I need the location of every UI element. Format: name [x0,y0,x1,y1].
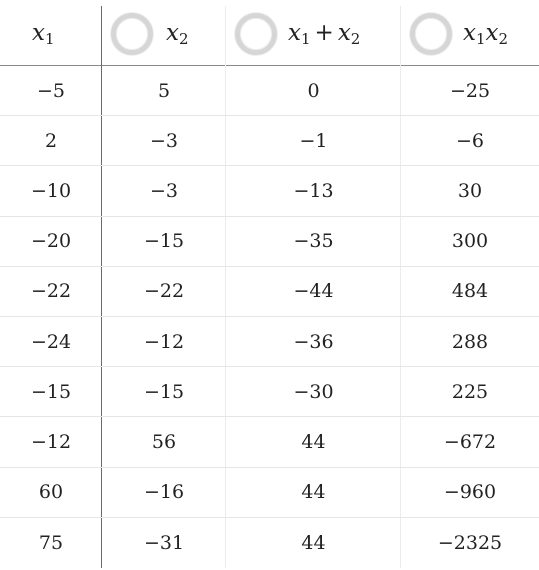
sum-cell: −35 [293,230,334,253]
sum-cell: −44 [293,280,334,303]
column-label-product: x1x2 [463,20,509,48]
table-row: −24 −12 −36 288 [0,317,539,368]
x1-cell[interactable]: −24 [30,330,72,353]
sum-cell: 44 [301,430,326,453]
table-header-row: x1 x2 x1 + x2 x1x2 [0,0,539,66]
product-cell: −6 [455,129,484,152]
sum-cell: 44 [301,481,326,504]
input-column-divider [101,6,102,568]
column-divider [400,6,401,568]
sum-cell: 44 [301,531,326,554]
sum-cell: −36 [293,330,334,353]
column-header-product[interactable]: x1x2 [401,0,539,66]
table-row: −12 56 44 −672 [0,417,539,468]
visibility-toggle-icon[interactable] [410,13,452,55]
product-cell: 484 [451,280,489,303]
product-cell: 30 [457,179,483,202]
x2-cell[interactable]: −16 [143,481,185,504]
column-header-x2[interactable]: x2 [102,0,226,66]
column-label-x1: x1 [32,20,55,48]
table-body: −5 5 0 −25 2 −3 −1 −6 −10 −3 −13 30 −20 −15 −35 300 −22−… [0,66,539,568]
visibility-toggle-icon[interactable] [235,13,277,55]
table-row: 75 −31 44 −2325 [0,518,539,568]
x2-cell[interactable]: −12 [143,330,185,353]
product-cell: −25 [449,79,491,102]
sum-cell: 0 [307,79,320,102]
x2-cell[interactable]: −3 [149,129,178,152]
table-row: −10 −3 −13 30 [0,166,539,217]
x2-cell[interactable]: −15 [143,380,185,403]
column-header-sum[interactable]: x1 + x2 [226,0,401,66]
x2-cell[interactable]: 56 [151,430,177,453]
product-cell: 300 [451,230,489,253]
product-cell: −672 [443,430,497,453]
x2-cell[interactable]: −22 [143,280,185,303]
table-row: 60 −16 44 −960 [0,468,539,518]
x1-cell[interactable]: 2 [44,129,58,152]
product-cell: 225 [451,380,489,403]
x2-cell[interactable]: −31 [143,531,185,554]
x1-cell[interactable]: −12 [30,430,72,453]
x1-cell[interactable]: −22 [30,280,72,303]
table-row: −15 −15 −30 225 [0,367,539,418]
product-cell: −2325 [437,531,503,554]
x1-cell[interactable]: 75 [38,531,64,554]
column-label-x2: x2 [166,20,189,48]
x2-cell[interactable]: −3 [149,179,178,202]
x2-cell[interactable]: 5 [157,79,171,102]
table-row: −20 −15 −35 300 [0,217,539,267]
product-cell: 288 [451,330,489,353]
x1-cell[interactable]: −15 [30,380,72,403]
sum-cell: −13 [293,179,334,202]
product-cell: −960 [443,481,497,504]
column-divider [225,6,226,568]
x2-cell[interactable]: −15 [143,230,185,253]
table-row: −5 5 0 −25 [0,66,539,117]
sum-cell: −30 [293,380,334,403]
x1-cell[interactable]: −20 [30,230,72,253]
column-label-sum: x1 + x2 [288,20,361,48]
sum-cell: −1 [299,129,328,152]
visibility-toggle-icon[interactable] [111,13,153,55]
table-row: −22 −22 −44 484 [0,267,539,317]
x1-cell[interactable]: −10 [30,179,72,202]
column-header-x1[interactable]: x1 [0,0,102,66]
table-row: 2 −3 −1 −6 [0,116,539,167]
x1-cell[interactable]: −5 [36,79,65,102]
x1-cell[interactable]: 60 [38,481,64,504]
